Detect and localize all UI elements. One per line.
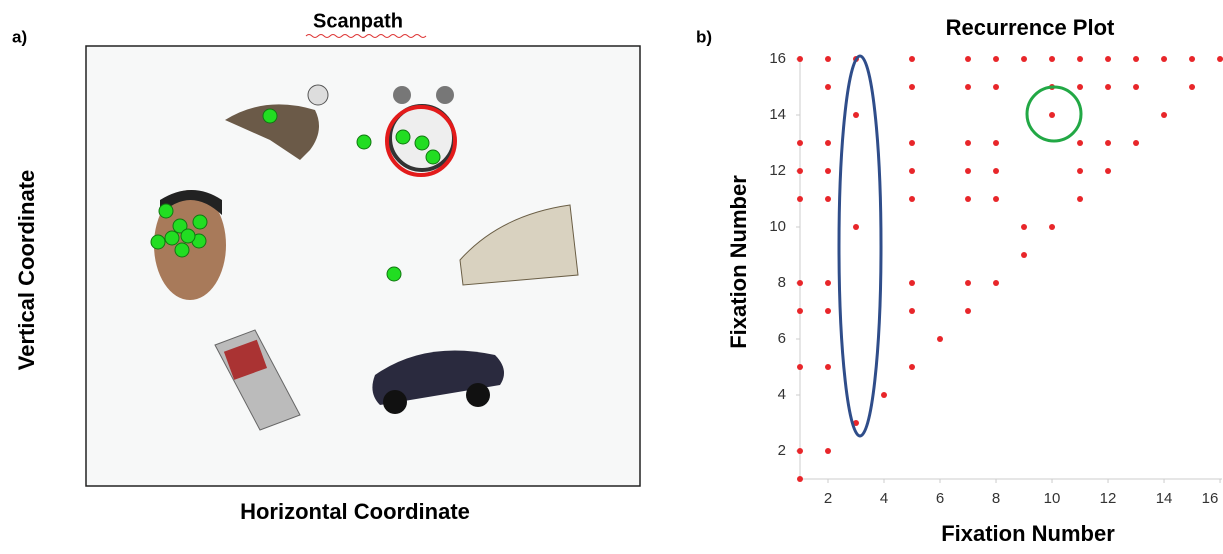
recurrence-point <box>825 140 831 146</box>
recurrence-point <box>825 196 831 202</box>
x-tick-label: 6 <box>936 490 944 507</box>
recurrence-point <box>909 84 915 90</box>
recurrence-point <box>825 448 831 454</box>
recurrence-point <box>853 224 859 230</box>
recurrence-point <box>937 336 943 342</box>
recurrence-point <box>797 364 803 370</box>
recurrence-point <box>1133 140 1139 146</box>
recurrence-point <box>1189 56 1195 62</box>
chart-title: Recurrence Plot <box>946 15 1115 40</box>
y-axis-label: Fixation Number <box>726 175 751 349</box>
recurrence-point <box>797 196 803 202</box>
recurrence-point <box>909 168 915 174</box>
y-tick-label: 2 <box>778 442 786 459</box>
y-tick-label: 12 <box>769 162 786 179</box>
x-tick-label: 2 <box>824 490 832 507</box>
recurrence-point <box>1077 140 1083 146</box>
recurrence-point <box>909 308 915 314</box>
recurrence-point <box>965 196 971 202</box>
recurrence-point <box>853 112 859 118</box>
recurrence-point <box>797 280 803 286</box>
y-tick-label: 10 <box>769 218 786 235</box>
recurrence-point <box>1105 140 1111 146</box>
recurrence-point <box>993 140 999 146</box>
x-tick-label: 12 <box>1100 490 1117 507</box>
recurrence-point <box>1077 196 1083 202</box>
recurrence-point <box>1021 252 1027 258</box>
recurrence-point <box>797 140 803 146</box>
recurrence-point <box>1105 168 1111 174</box>
y-tick-label: 6 <box>778 330 786 347</box>
y-axis-label: Vertical Coordinate <box>14 170 39 371</box>
recurrence-point <box>1077 168 1083 174</box>
recurrence-point <box>965 308 971 314</box>
page: {"panels": { "left": {"letter": "a)", "t… <box>0 0 1223 549</box>
x-tick-label: 4 <box>880 490 888 507</box>
x-axis-label: Horizontal Coordinate <box>240 499 470 524</box>
recurrence-point <box>965 280 971 286</box>
recurrence-point <box>1105 84 1111 90</box>
recurrence-point <box>825 168 831 174</box>
recurrence-point <box>965 84 971 90</box>
recurrence-point <box>1189 84 1195 90</box>
spell-underline <box>306 35 426 38</box>
recurrence-point <box>965 56 971 62</box>
recurrence-point <box>1049 112 1055 118</box>
recurrence-point <box>881 392 887 398</box>
recurrence-point <box>825 308 831 314</box>
recurrence-point <box>1161 56 1167 62</box>
recurrence-point <box>1133 84 1139 90</box>
y-tick-label: 4 <box>778 386 786 403</box>
recurrence-point <box>1077 56 1083 62</box>
recurrence-point <box>797 168 803 174</box>
recurrence-point <box>909 140 915 146</box>
recurrence-point <box>1161 112 1167 118</box>
highlight-ellipse <box>839 56 881 436</box>
recurrence-point <box>825 56 831 62</box>
recurrence-point <box>1133 56 1139 62</box>
recurrence-point <box>797 476 803 482</box>
recurrence-point <box>993 84 999 90</box>
x-tick-label: 10 <box>1044 490 1061 507</box>
x-axis-label: Fixation Number <box>941 521 1115 546</box>
recurrence-point <box>1077 84 1083 90</box>
y-tick-label: 14 <box>769 106 786 123</box>
recurrence-point <box>1049 224 1055 230</box>
panel-letter: a) <box>12 27 27 46</box>
recurrence-point <box>825 84 831 90</box>
x-tick-label: 8 <box>992 490 1000 507</box>
y-tick-label: 16 <box>769 50 786 67</box>
recurrence-point <box>909 364 915 370</box>
recurrence-point <box>797 56 803 62</box>
recurrence-point <box>825 364 831 370</box>
panel-letter: b) <box>696 27 712 46</box>
recurrence-point <box>909 196 915 202</box>
y-tick-label: 8 <box>778 274 786 291</box>
recurrence-point <box>1021 56 1027 62</box>
recurrence-point <box>909 56 915 62</box>
recurrence-point <box>909 280 915 286</box>
recurrence-point <box>1049 56 1055 62</box>
recurrence-point <box>993 168 999 174</box>
recurrence-point <box>797 308 803 314</box>
recurrence-point <box>825 280 831 286</box>
recurrence-point <box>797 448 803 454</box>
x-tick-label: 16 <box>1202 490 1219 507</box>
recurrence-point <box>1105 56 1111 62</box>
recurrence-point <box>1217 56 1223 62</box>
figure: a) Scanpath Vertical Coordinate Horizont… <box>0 0 1223 549</box>
recurrence-point <box>965 140 971 146</box>
recurrence-point <box>993 196 999 202</box>
recurrence-point <box>965 168 971 174</box>
recurrence-point <box>993 56 999 62</box>
x-tick-label: 14 <box>1156 490 1173 507</box>
panel-title: Scanpath <box>313 10 403 32</box>
recurrence-point <box>993 280 999 286</box>
recurrence-point <box>1021 224 1027 230</box>
